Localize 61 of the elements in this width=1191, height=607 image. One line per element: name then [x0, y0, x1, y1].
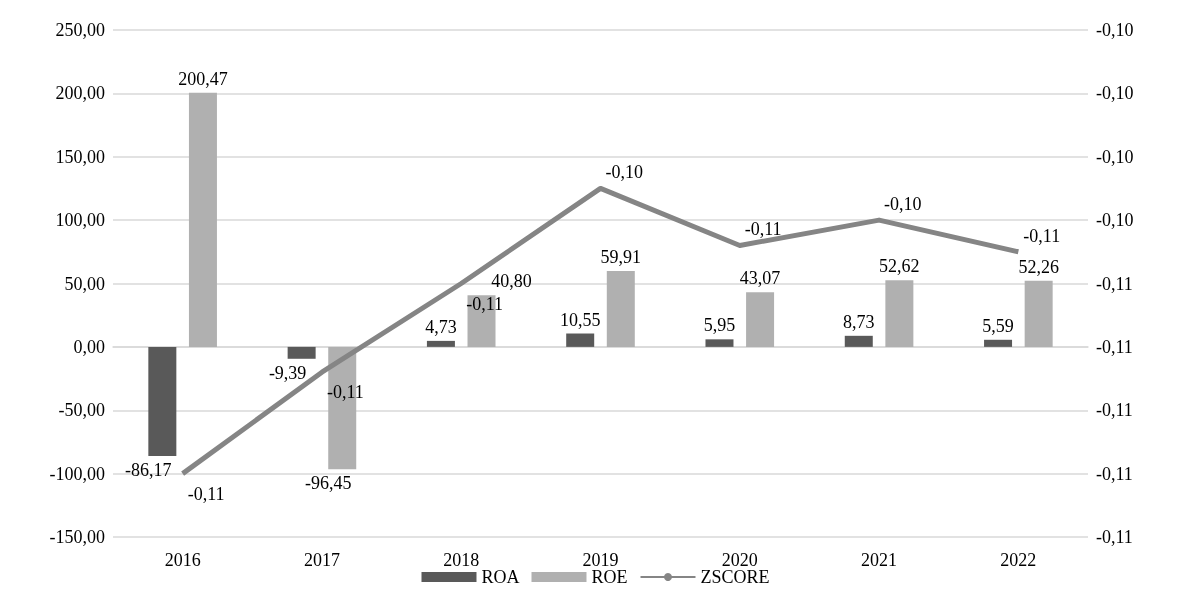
data-label: 52,26	[1018, 256, 1059, 277]
bar	[566, 333, 595, 347]
x-tick-label: 2017	[303, 550, 340, 570]
bar	[746, 292, 775, 347]
y2-tick-label: -0,10	[1096, 210, 1134, 231]
bar	[606, 270, 635, 347]
bar	[287, 346, 316, 359]
legend-label: ROE	[591, 567, 628, 587]
data-label: -0,11	[744, 219, 782, 240]
data-label: 40,80	[491, 271, 532, 292]
data-label: 52,62	[879, 256, 920, 277]
data-label: 4,73	[425, 316, 457, 337]
y-tick-label: -50,00	[58, 400, 105, 421]
y2-tick-label: -0,11	[1096, 527, 1133, 547]
y2-tick-label: -0,11	[1096, 273, 1133, 294]
data-label: -0,11	[326, 382, 364, 403]
bar	[844, 335, 873, 347]
y-tick-label: 100,00	[55, 210, 105, 231]
bar	[984, 339, 1013, 347]
bar	[188, 92, 217, 347]
y-tick-label: -150,00	[49, 527, 105, 547]
bar	[426, 340, 455, 347]
data-label: -0,11	[187, 483, 225, 504]
bar	[705, 339, 734, 347]
data-label: 10,55	[559, 309, 601, 330]
y-tick-label: 150,00	[55, 146, 105, 167]
data-label: -0,10	[884, 194, 922, 215]
x-tick-label: 2020	[721, 550, 758, 570]
data-label: 5,95	[703, 315, 736, 336]
data-label: -0,11	[466, 293, 504, 314]
y-tick-label: -100,00	[49, 463, 105, 484]
x-tick-label: 2018	[443, 550, 480, 570]
data-label: 43,07	[739, 268, 781, 289]
x-tick-label: 2021	[861, 550, 898, 570]
data-label: 5,59	[982, 315, 1014, 336]
y2-tick-label: -0,11	[1096, 400, 1133, 421]
data-label: 200,47	[178, 68, 228, 89]
y-tick-label: 250,00	[55, 20, 105, 40]
data-label: -9,39	[268, 362, 307, 383]
x-tick-label: 2016	[164, 550, 201, 570]
x-tick-label: 2019	[582, 550, 619, 570]
x-tick-label: 2022	[1000, 550, 1037, 570]
data-label: 59,91	[600, 246, 642, 267]
data-label: -86,17	[125, 460, 172, 481]
y2-tick-label: -0,11	[1096, 463, 1133, 484]
data-label: -96,45	[304, 473, 352, 494]
data-label: -0,11	[1023, 225, 1061, 246]
y-tick-label: 200,00	[55, 83, 105, 104]
y-tick-label: 50,00	[64, 273, 105, 294]
legend-label: ROA	[481, 567, 520, 587]
y-tick-label: 0,00	[73, 336, 105, 357]
bar	[148, 346, 177, 457]
y2-tick-label: -0,11	[1096, 336, 1133, 357]
bar	[885, 280, 914, 347]
data-label: -0,10	[605, 162, 643, 183]
y2-tick-label: -0,10	[1096, 20, 1134, 40]
data-label: 8,73	[843, 311, 875, 332]
y2-tick-label: -0,10	[1096, 146, 1134, 167]
y2-tick-label: -0,10	[1096, 83, 1134, 104]
legend-label: ZSCORE	[700, 567, 770, 587]
bar	[1024, 280, 1053, 347]
